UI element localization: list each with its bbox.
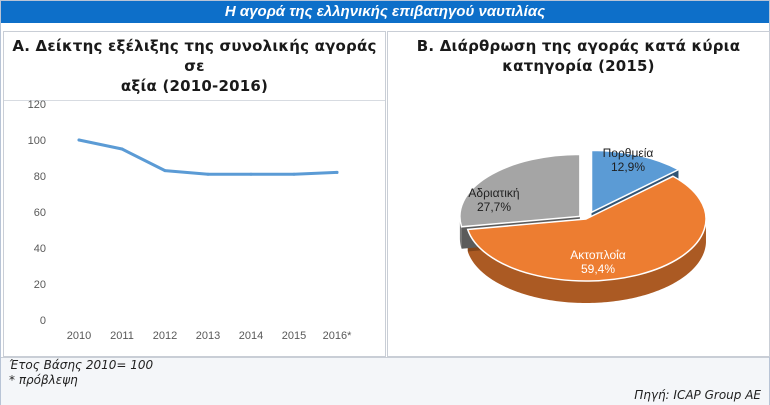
x-tick-label: 2011 [110,330,134,342]
pie-chart-title: Β. Διάρθρωση της αγοράς κατά κύρια κατηγ… [388,36,769,76]
y-tick-label: 0 [40,315,46,327]
y-tick-label: 20 [34,279,46,291]
data-point [120,147,124,151]
pie-slice-side [467,220,706,303]
line-chart: 0 20 40 60 80 100 120 2010 2011 2012 2013 2014 2015 2… [28,99,352,342]
x-tick-label: 2013 [196,330,220,342]
pie-slice [466,175,707,282]
data-point [163,169,167,173]
y-tick-label: 40 [34,243,46,255]
pie-slice [459,153,581,228]
y-tick-label: 100 [28,135,46,147]
data-point [335,170,339,174]
pie-chart-panel: Β. Διάρθρωση της αγοράς κατά κύρια κατηγ… [387,31,770,357]
line-chart-title-line-1: Α. Δείκτης εξέλιξης της συνολικής αγοράς… [12,37,377,75]
line-chart-title-line-2: αξία (2010-2016) [120,77,269,95]
pie-chart-title-line-2: κατηγορία (2015) [502,57,655,75]
pie-slice [590,149,681,214]
pie-slice-value: 59,4% [581,262,615,276]
page-title: Η αγορά της ελληνικής επιβατηγού ναυτιλί… [1,1,769,23]
x-tick-label: 2012 [153,330,177,342]
pie-slice-value: 12,9% [611,160,645,174]
pie-chart-title-line-1: Β. Διάρθρωση της αγοράς κατά κύρια [416,37,741,55]
x-tick-label: 2014 [239,330,263,342]
data-point [292,172,296,176]
data-point [206,172,210,176]
data-point [249,172,253,176]
data-point [77,138,81,142]
x-tick-label: 2010 [67,330,91,342]
x-tick-label: 2015 [282,330,306,342]
line-chart-title: Α. Δείκτης εξέλιξης της συνολικής αγοράς… [4,36,385,101]
forecast-note: * πρόβλεψη [9,373,78,387]
y-tick-label: 80 [34,171,46,183]
pie-slice-label: Ακτοπλοΐα [570,248,626,262]
y-tick-label: 120 [28,99,46,111]
pie-slice-value: 27,7% [477,200,511,214]
line-chart-panel: Α. Δείκτης εξέλιξης της συνολικής αγοράς… [3,31,386,357]
pie-slice-label: Πορθμεία [603,146,654,160]
pie-slice-label: Αδριατική [468,186,519,200]
source-note: Πηγή: ICAP Group AE [634,388,761,402]
series-line [77,138,339,176]
y-tick-label: 60 [34,207,46,219]
base-year-note: Έτος Βάσης 2010= 100 [9,358,154,372]
x-tick-label: 2016* [323,330,352,342]
footer: Έτος Βάσης 2010= 100 * πρόβλεψη Πηγή: IC… [1,357,769,405]
